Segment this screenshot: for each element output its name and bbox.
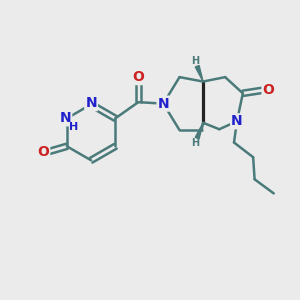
Text: O: O [262, 83, 274, 98]
Polygon shape [195, 65, 203, 82]
Text: N: N [85, 96, 97, 110]
Text: O: O [132, 70, 144, 84]
Text: O: O [38, 145, 49, 159]
Text: H: H [191, 138, 199, 148]
Text: N: N [158, 97, 169, 111]
Text: H: H [191, 56, 199, 66]
Polygon shape [195, 123, 203, 139]
Text: N: N [231, 114, 243, 128]
Text: H: H [69, 122, 78, 132]
Text: N: N [60, 111, 71, 125]
